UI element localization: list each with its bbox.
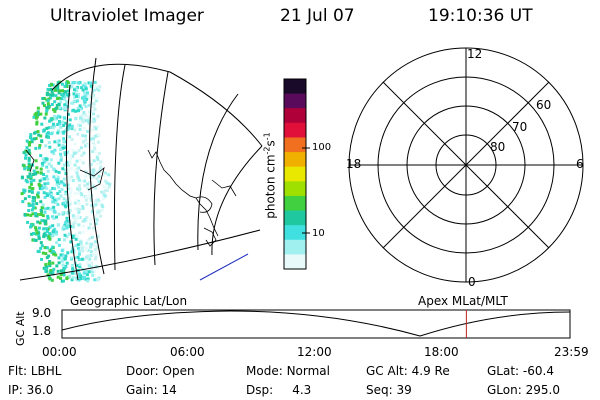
colorbar-tick-10: 10 [312,228,325,239]
flt-value: LBHL [30,364,62,378]
status-seq: Seq: 39 [366,383,412,397]
colorbar-swatch [284,79,306,95]
colorbar-swatch [284,210,306,226]
status-mode: Mode: Normal [246,364,330,378]
geo-grid-lines [19,57,263,281]
colorbar-swatch [284,239,306,255]
gain-value: 14 [161,383,177,397]
status-filter: Flt: LBHL [8,364,61,378]
timeline-ytick-low: 1.8 [32,324,52,338]
timeline-xtick-4: 23:59 [554,345,589,359]
colorbar-swatch [284,108,306,124]
status-dsp: Dsp: 4.3 [246,383,311,397]
glat-label: GLat: [487,364,520,378]
mlt-label-18: 18 [346,157,362,171]
colorbar-tick-100: 100 [312,142,332,153]
timeline-xtick-2: 12:00 [297,345,332,359]
colorbar-swatch [284,152,306,168]
glon-value: 295.0 [525,383,560,397]
gcalt-value: 4.9 Re [411,364,450,378]
ip-label: IP: [8,383,23,397]
timeline-frame [61,309,571,339]
dsp-value: 4.3 [292,383,312,397]
mode-label: Mode: [246,364,283,378]
timeline-ytick-high: 9.0 [32,306,52,320]
apex-caption: Apex MLat/MLT [418,294,508,308]
status-glat: GLat: -60.4 [487,364,554,378]
glon-label: GLon: [487,383,522,397]
colorbar-swatch [284,181,306,197]
gcalt-label: GC Alt: [366,364,408,378]
ip-value: 36.0 [26,383,54,397]
door-value: Open [162,364,195,378]
geographic-caption: Geographic Lat/Lon [70,294,188,308]
colorbar-swatch [284,195,306,212]
colorbar [283,78,307,270]
geographic-image-panel [19,57,263,283]
timeline-xtick-0: 00:00 [42,345,77,359]
mlat-label-80: 80 [490,140,506,154]
gain-label: Gain: [126,383,158,397]
colorbar-swatch [284,122,306,138]
status-gc-alt: GC Alt: 4.9 Re [366,364,450,378]
mlat-label-70: 70 [512,120,528,134]
mlt-label-12: 12 [467,47,483,61]
instrument-title: Ultraviolet Imager [50,6,204,26]
time-label: 19:10:36 UT [428,6,533,26]
ground-track [199,253,249,281]
colorbar-swatch [284,254,306,270]
mlt-label-0: 0 [468,275,476,289]
mode-value: Normal [286,364,330,378]
timeline-xtick-3: 18:00 [424,345,459,359]
status-door: Door: Open [126,364,195,378]
glat-value: -60.4 [522,364,554,378]
timeline-xtick-1: 06:00 [170,345,205,359]
status-glon: GLon: 295.0 [487,383,560,397]
altitude-curve [61,310,571,337]
status-gain: Gain: 14 [126,383,177,397]
timeline-ylabel: GC Alt [14,311,27,346]
dsp-label: Dsp: [246,383,274,397]
polar-diag-2 [382,81,550,249]
status-ip: IP: 36.0 [8,383,53,397]
coastline [25,149,237,247]
polar-plot [348,47,584,283]
door-label: Door: [126,364,159,378]
colorbar-swatch [284,166,306,182]
seq-label: Seq: [366,383,393,397]
date-label: 21 Jul 07 [280,6,355,26]
seq-value: 39 [396,383,412,397]
colorbar-ticks [302,147,310,234]
flt-label: Flt: [8,364,27,378]
colorbar-swatch [284,225,306,241]
mlt-label-6: 6 [576,157,584,171]
mlat-label-60: 60 [536,98,552,112]
colorbar-swatch [284,93,306,109]
colorbar-swatch [284,137,306,153]
